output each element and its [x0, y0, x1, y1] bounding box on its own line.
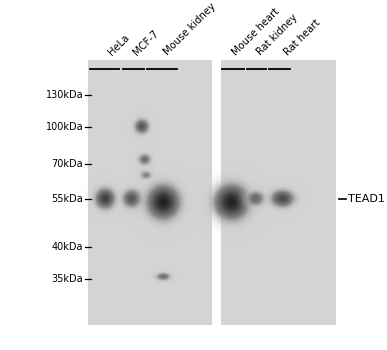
Text: TEAD1: TEAD1: [348, 194, 384, 204]
Text: 70kDa: 70kDa: [51, 159, 83, 169]
Text: Rat heart: Rat heart: [282, 18, 322, 57]
Text: Rat kidney: Rat kidney: [255, 13, 300, 57]
Text: MCF-7: MCF-7: [132, 28, 161, 57]
Text: 100kDa: 100kDa: [46, 121, 83, 132]
Text: 40kDa: 40kDa: [51, 242, 83, 252]
Text: Mouse heart: Mouse heart: [230, 6, 281, 57]
Text: 55kDa: 55kDa: [51, 194, 83, 204]
Text: Mouse kidney: Mouse kidney: [162, 2, 218, 57]
Text: 130kDa: 130kDa: [46, 90, 83, 100]
Text: 35kDa: 35kDa: [51, 274, 83, 284]
Bar: [221, 61, 336, 325]
Text: HeLa: HeLa: [106, 33, 131, 57]
Bar: [89, 61, 212, 325]
